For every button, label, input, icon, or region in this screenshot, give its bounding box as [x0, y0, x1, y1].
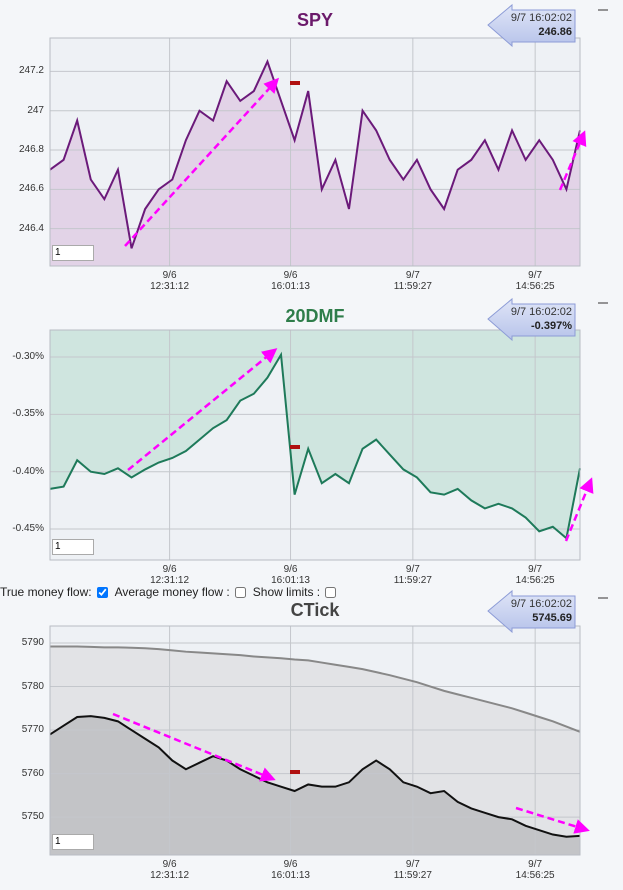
y-tick-label: 246.4 [18, 222, 44, 234]
latest-badge [487, 589, 576, 634]
trend-arrow [515, 806, 590, 834]
x-tick-label: 9/7 11:59:27 [393, 564, 432, 586]
latest-badge [487, 3, 576, 48]
x-tick-label: 9/6 16:01:13 [271, 564, 311, 586]
controls: True money flow: Average money flow : Show… [0, 585, 340, 599]
y-tick-label: 5770 [21, 724, 44, 736]
layers [49, 3, 581, 856]
x-tick-label: 9/7 14:56:25 [515, 270, 555, 292]
markers [290, 81, 300, 774]
line [49, 351, 581, 541]
y-tick-label: -0.35% [12, 408, 44, 420]
y-tick-label: 247.2 [18, 65, 44, 77]
plot-border [49, 37, 581, 267]
y-tick-label: 247 [27, 104, 44, 116]
trend-arrow [127, 348, 278, 471]
latest-time: 9/7 16:02:02 [510, 12, 572, 24]
chart-title: SPY [296, 10, 334, 30]
chart-title: CTick [290, 600, 340, 620]
marker [290, 81, 300, 85]
y-tick-label: 5750 [21, 811, 44, 823]
x-tick-label: 9/6 12:31:12 [150, 270, 190, 292]
y-tick-label: 246.8 [18, 144, 44, 156]
marker [290, 770, 300, 774]
x-tick-label: 9/7 14:56:25 [515, 859, 555, 881]
x-tick-label: 9/6 12:31:12 [150, 859, 190, 881]
control-label: Show limits : [252, 585, 321, 599]
x-tick-label: 9/7 11:59:27 [393, 859, 432, 881]
y-tick-label: 5790 [21, 636, 44, 648]
x-tick-label: 9/7 14:56:25 [515, 564, 555, 586]
trend-arrow [112, 712, 276, 782]
line [50, 645, 581, 733]
x-tick-label: 9/6 12:31:12 [150, 564, 190, 586]
checkbox[interactable] [234, 586, 246, 598]
x-tick-label: 9/6 16:01:13 [271, 270, 311, 292]
y-tick-label: -0.45% [12, 523, 44, 535]
y-tick-label: -0.40% [12, 465, 44, 477]
checkbox[interactable] [325, 586, 337, 598]
corner-dashes [598, 9, 608, 599]
area [50, 61, 580, 266]
control-label: Average money flow : [114, 585, 230, 599]
area [50, 330, 580, 539]
y-tick-label: 5780 [21, 680, 44, 692]
latest-value: 5745.69 [532, 612, 572, 624]
y-tick-label: 246.6 [18, 183, 44, 195]
chart-title: 20DMF [285, 306, 345, 326]
y-tick-label: -0.30% [12, 351, 44, 363]
range-input[interactable]: 1 [52, 834, 94, 850]
annotations [112, 77, 594, 834]
x-tick-label: 9/6 16:01:13 [271, 859, 311, 881]
control-label: True money flow: [0, 585, 92, 599]
checkbox[interactable] [96, 586, 108, 598]
latest-value: 246.86 [538, 26, 572, 38]
marker [290, 445, 300, 449]
latest-time: 9/7 16:02:02 [510, 306, 572, 318]
range-input[interactable]: 1 [52, 539, 94, 555]
line [49, 715, 581, 838]
x-tick-label: 9/7 11:59:27 [393, 270, 432, 292]
latest-badge [487, 297, 576, 342]
latest-value: -0.397% [531, 320, 572, 332]
plot-border [49, 625, 581, 856]
line [49, 58, 581, 249]
y-tick-label: 5760 [21, 767, 44, 779]
latest-time: 9/7 16:02:02 [510, 598, 572, 610]
plot-border [49, 329, 581, 561]
range-input[interactable]: 1 [52, 245, 94, 261]
trend-arrow [124, 77, 280, 247]
area [50, 716, 580, 855]
